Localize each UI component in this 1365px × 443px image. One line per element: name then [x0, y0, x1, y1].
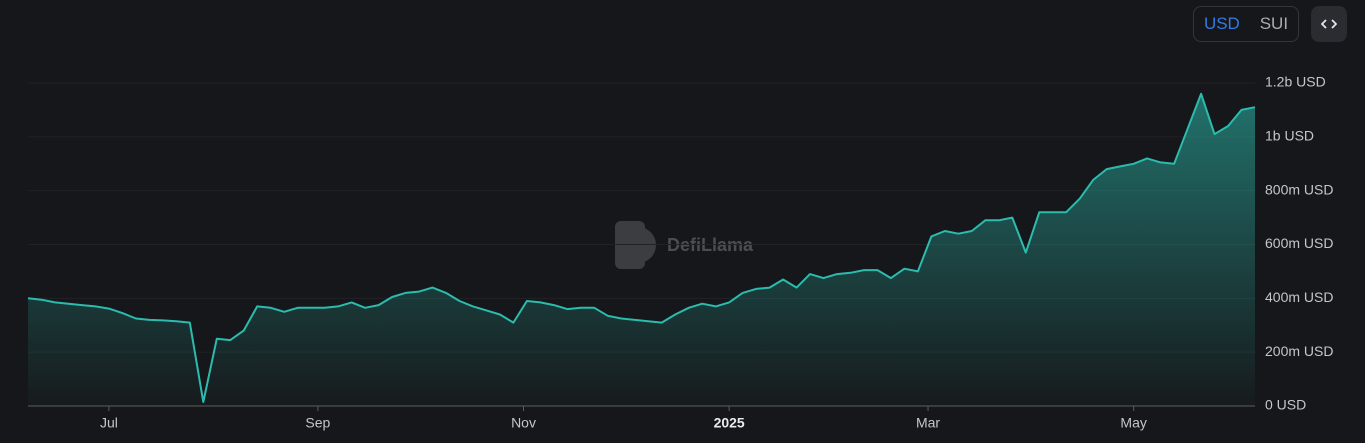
- y-tick-label: 1b USD: [1265, 128, 1314, 144]
- watermark: DefiLlama: [615, 221, 754, 269]
- y-tick-label: 200m USD: [1265, 343, 1333, 359]
- x-tick-label: Nov: [511, 415, 536, 431]
- y-tick-label: 400m USD: [1265, 289, 1333, 305]
- x-tick-label: Jul: [100, 415, 118, 431]
- embed-button[interactable]: [1311, 6, 1347, 42]
- toggle-option[interactable]: USD: [1203, 14, 1240, 33]
- x-tick-label: Mar: [916, 415, 940, 431]
- x-tick-label: May: [1120, 415, 1146, 431]
- line: [27, 92, 1256, 403]
- x-tick-label: Sep: [305, 415, 330, 431]
- currency-toggle: USD SUI: [1193, 6, 1299, 42]
- y-tick-label: 0 USD: [1265, 397, 1306, 413]
- y-tick-label: 1.2b USD: [1265, 74, 1326, 90]
- code-icon: [1321, 19, 1337, 29]
- y-tick-label: 800m USD: [1265, 181, 1333, 197]
- area-fill: [28, 93, 1255, 407]
- toggle-option[interactable]: SUI: [1259, 14, 1289, 33]
- x-tick-label: 2025: [714, 415, 745, 431]
- y-tick-label: 600m USD: [1265, 235, 1333, 251]
